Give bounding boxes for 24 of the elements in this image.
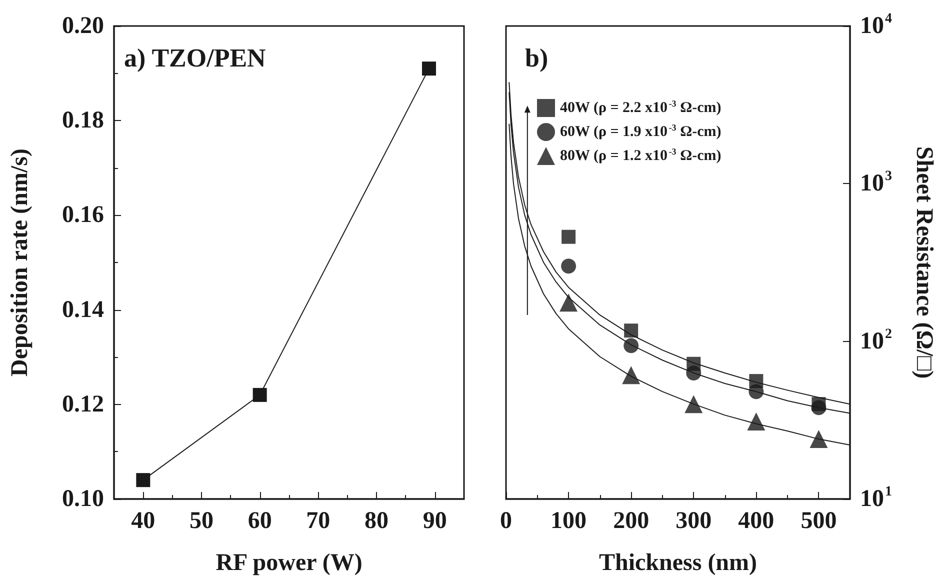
- text: b): [525, 44, 548, 72]
- x-tick-label: 90: [422, 508, 447, 534]
- x-axis-title: Thickness (nm): [598, 550, 758, 576]
- x-tick-label: 40: [131, 508, 156, 534]
- x-tick-label: 500: [800, 508, 837, 534]
- x-tick-label: 60: [248, 508, 272, 534]
- y-tick-label: 0.18: [62, 108, 104, 134]
- x-tick-label: 0: [500, 508, 512, 534]
- text: a) TZO/PEN: [124, 44, 266, 72]
- x-tick-label: 70: [306, 508, 330, 534]
- x-tick-label: 200: [613, 508, 650, 534]
- x-tick-label: 100: [550, 508, 587, 534]
- y-tick-label: 0.16: [62, 202, 104, 228]
- x-tick-label: 400: [738, 508, 774, 534]
- y-axis-title: Deposition rate (nm/s): [7, 148, 33, 376]
- y-tick-label: 0.20: [62, 13, 104, 39]
- y-tick-label: 0.14: [62, 296, 104, 323]
- x-tick-label: 50: [190, 508, 214, 534]
- y-axis-title: Sheet Resistance (Ω/□): [911, 146, 937, 379]
- y-tick-label: 0.12: [62, 391, 104, 418]
- y-tick-label: 0.10: [62, 486, 104, 512]
- x-tick-label: 80: [364, 508, 388, 534]
- x-tick-label: 300: [676, 508, 712, 534]
- x-axis-title: RF power (W): [216, 550, 362, 576]
